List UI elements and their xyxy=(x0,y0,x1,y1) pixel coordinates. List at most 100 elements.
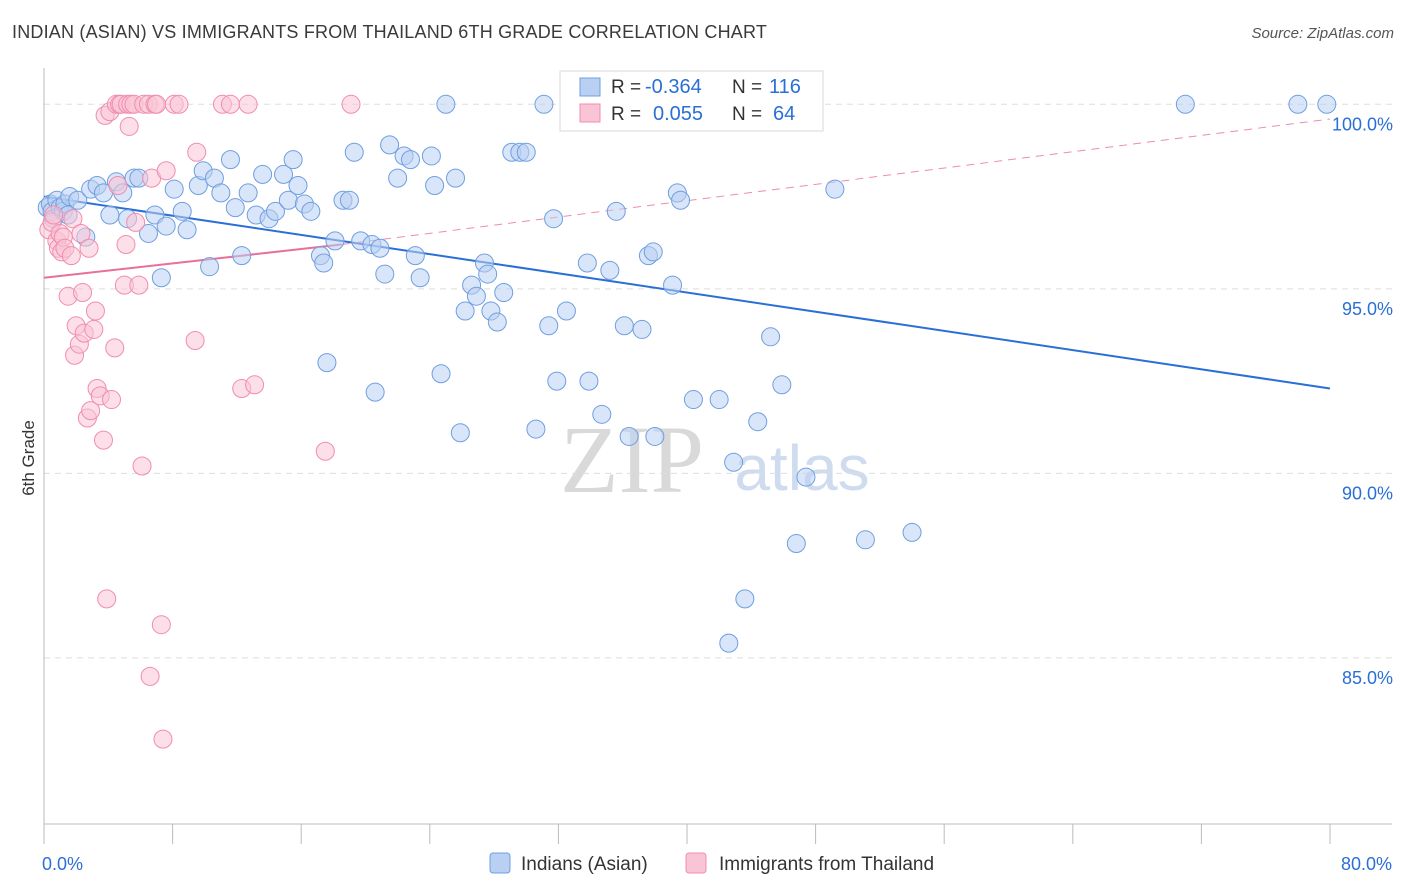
indians-asian-point xyxy=(671,190,691,210)
indians-asian-point xyxy=(761,327,781,347)
thailand-immigrant-point xyxy=(102,390,122,410)
indians-asian-point xyxy=(614,316,634,336)
indians-asian-point xyxy=(902,522,922,542)
x-tick-label: 0.0% xyxy=(42,854,83,874)
indians-asian-point xyxy=(274,164,294,184)
thailand-immigrant-point xyxy=(140,666,160,686)
indians-asian-point xyxy=(421,146,441,166)
bottom-legend-label-2: Immigrants from Thailand xyxy=(719,854,934,875)
indians-asian-point xyxy=(138,223,158,243)
bottom-legend-swatch-pink xyxy=(685,852,707,874)
indians-asian-point xyxy=(606,201,626,221)
indians-asian-point xyxy=(539,316,559,336)
indians-asian-point xyxy=(577,253,597,273)
indians-asian-point xyxy=(772,375,792,395)
thailand-immigrant-point xyxy=(315,441,335,461)
indians-asian-point xyxy=(68,190,88,210)
watermark-atlas: atlas xyxy=(734,432,869,504)
indians-asian-point xyxy=(592,404,612,424)
indians-asian-point xyxy=(410,268,430,288)
watermark-zip: ZIP xyxy=(560,406,704,513)
indians-asian-point xyxy=(151,268,171,288)
indians-asian-point xyxy=(388,168,408,188)
y-tick-label: 90.0% xyxy=(1342,483,1393,503)
indians-asian-point xyxy=(825,179,845,199)
indians-asian-point xyxy=(375,264,395,284)
indians-asian-point xyxy=(855,530,875,550)
x-tick-label: 80.0% xyxy=(1341,854,1392,874)
thailand-immigrant-point xyxy=(187,142,207,162)
legend-n-label-1: N = xyxy=(732,77,762,98)
indians-asian-point xyxy=(709,390,729,410)
indians-asian-point xyxy=(211,183,231,203)
indians-asian-point xyxy=(556,301,576,321)
indians-asian-point xyxy=(516,142,536,162)
indians-asian-point xyxy=(365,382,385,402)
legend-r-value-1: -0.364 xyxy=(645,76,702,98)
thailand-immigrant-point xyxy=(129,275,149,295)
legend-swatch-blue xyxy=(579,77,601,97)
indians-asian-point xyxy=(370,238,390,258)
thailand-immigrant-point xyxy=(147,94,167,114)
legend-n-value-1: 116 xyxy=(769,76,801,98)
axes: 100.0% 95.0% 90.0% 85.0% 0.0% 80.0% xyxy=(42,68,1393,874)
thailand-immigrant-point xyxy=(238,94,258,114)
data-points xyxy=(37,94,1337,749)
indians-asian-point xyxy=(544,209,564,229)
indians-asian-point xyxy=(1317,94,1337,114)
indians-asian-point xyxy=(547,371,567,391)
thailand-immigrant-point xyxy=(132,456,152,476)
indians-asian-point xyxy=(431,364,451,384)
legend-r-label-1: R = xyxy=(611,77,641,98)
thailand-immigrant-point xyxy=(61,246,81,266)
indians-asian-point xyxy=(325,231,345,251)
thailand-immigrant-point xyxy=(341,94,361,114)
indians-asian-point xyxy=(748,412,768,432)
indians-asian-point xyxy=(478,264,498,284)
indians-asian-point xyxy=(317,353,337,373)
legend-n-value-2: 64 xyxy=(773,103,795,125)
indians-asian-point xyxy=(579,371,599,391)
indians-asian-point xyxy=(643,242,663,262)
indians-asian-point xyxy=(253,164,273,184)
indians-asian-point xyxy=(446,168,466,188)
thailand-immigrant-point xyxy=(119,116,139,136)
indians-asian-point xyxy=(487,312,507,332)
indians-asian-point xyxy=(425,175,445,195)
indians-asian-point xyxy=(405,246,425,266)
thailand-trend-extension xyxy=(341,118,1331,246)
thailand-immigrant-point xyxy=(116,235,136,255)
indians-asian-point xyxy=(220,150,240,170)
thailand-immigrant-point xyxy=(97,589,117,609)
indians-asian-point xyxy=(288,175,308,195)
indians-asian-point xyxy=(466,286,486,306)
indians-asian-point xyxy=(600,260,620,280)
thailand-immigrant-point xyxy=(156,161,176,181)
thailand-immigrant-point xyxy=(245,375,265,395)
indians-asian-point xyxy=(225,198,245,218)
stats-legend: R = -0.364 N = 116 R = 0.055 N = 64 xyxy=(559,70,824,132)
thailand-trend-line xyxy=(43,243,342,279)
indians-asian-point xyxy=(177,220,197,240)
thailand-immigrant-point xyxy=(93,430,113,450)
thailand-immigrant-point xyxy=(73,283,93,303)
indians-asian-point xyxy=(494,283,514,303)
indians-asian-point xyxy=(526,419,546,439)
indians-asian-point xyxy=(344,142,364,162)
thailand-immigrant-point xyxy=(105,338,125,358)
indians-asian-point xyxy=(301,201,321,221)
indians-asian-point xyxy=(265,201,285,221)
indians-asian-point xyxy=(735,589,755,609)
bottom-legend-swatch-blue xyxy=(489,852,511,874)
thailand-immigrant-point xyxy=(84,319,104,339)
legend-n-label-2: N = xyxy=(732,104,762,125)
legend-r-label-2: R = xyxy=(611,104,641,125)
thailand-immigrant-point xyxy=(220,94,240,114)
thailand-immigrant-point xyxy=(169,94,189,114)
indians-asian-point xyxy=(401,150,421,170)
indians-asian-point xyxy=(632,319,652,339)
indians-asian-point xyxy=(619,426,639,446)
thailand-immigrant-point xyxy=(44,205,64,225)
indians-asian-trend-line xyxy=(43,195,1331,390)
